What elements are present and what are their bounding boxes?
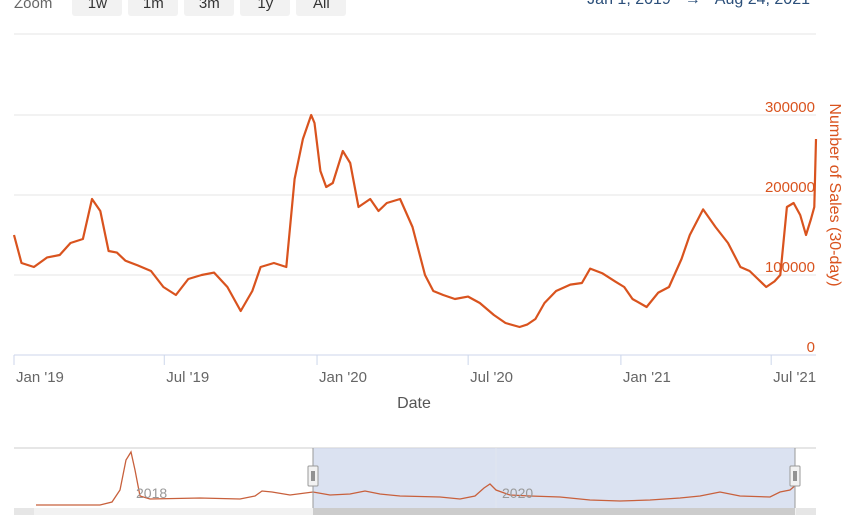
navigator-right-handle[interactable] [789,465,801,487]
navigator-selected-range[interactable] [313,448,795,515]
x-tick-label: Jul '21 [773,369,816,386]
x-tick-label: Jul '19 [166,369,209,386]
zoom-label: Zoom [14,0,53,12]
range-from-input[interactable]: Jan 1, 2019 [587,0,671,9]
x-tick-label: Jan '19 [16,369,64,386]
navigator-series-line [36,450,798,506]
zoom-1w-button[interactable]: 1w [72,0,123,16]
x-axis-title: Date [397,395,431,412]
zoom-1m-button[interactable]: 1m [128,0,179,16]
date-range-readout: Jan 1, 2019 → Aug 24, 2021 [587,0,810,9]
navigator[interactable]: 2018 2020 [14,447,816,515]
y-tick-label: 100000 [765,259,815,276]
navigator-scrollbar[interactable] [14,508,816,515]
y-axis-title: Number of Sales (30-day) [826,103,843,286]
y-tick-label: 0 [807,339,815,356]
zoom-toolbar: Zoom 1w 1m 3m 1y All [14,0,347,16]
scrollbar-thumb[interactable] [313,508,795,515]
scrollbar-right-arrow[interactable] [796,508,816,515]
scrollbar-left-arrow[interactable] [14,508,34,515]
range-to-input[interactable]: Aug 24, 2021 [715,0,810,9]
zoom-1y-button[interactable]: 1y [240,0,291,16]
y-tick-label: 300000 [765,99,815,116]
x-tick-label: Jan '20 [319,369,367,386]
navigator-label-2018: 2018 [136,485,167,501]
series-line [12,113,818,329]
zoom-all-button[interactable]: All [296,0,347,16]
navigator-left-handle[interactable] [307,465,319,487]
navigator-label-2020: 2020 [502,485,533,501]
x-tick-label: Jul '20 [470,369,513,386]
y-tick-label: 200000 [765,179,815,196]
range-arrow: → [685,0,701,9]
zoom-3m-button[interactable]: 3m [184,0,235,16]
x-axis-ticks: Jan '19 Jul '19 Jan '20 Jul '20 Jan '21 Jul '… [13,355,816,386]
x-tick-label: Jan '21 [623,369,671,386]
y-axis-ticks: 0 100000 200000 300000 [765,99,815,356]
grid-lines [14,114,816,276]
